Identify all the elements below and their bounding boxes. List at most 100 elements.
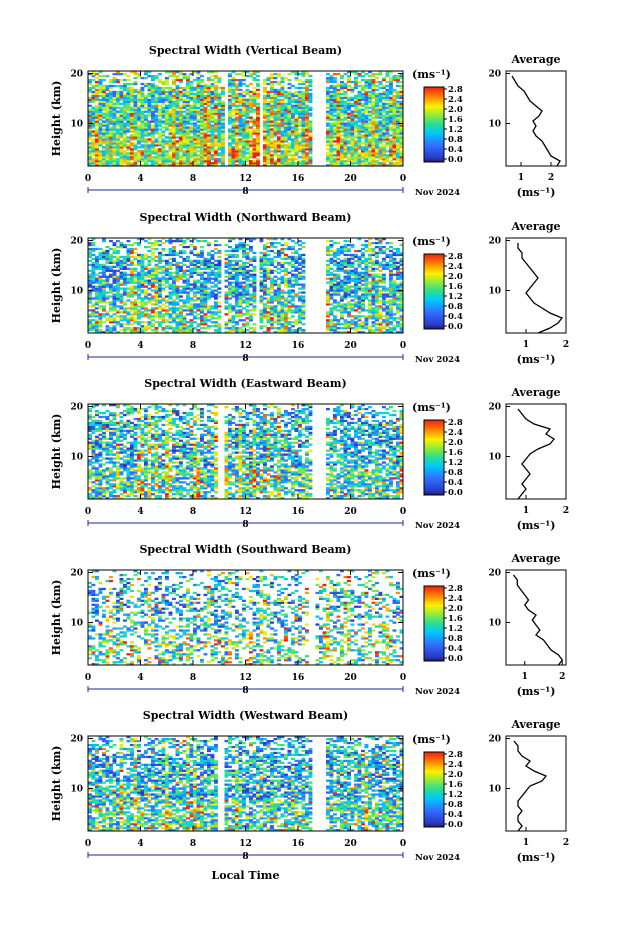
avg-y-tick-label: 20 [488,403,501,413]
x-tick-label: 20 [344,507,357,517]
x-tick-label: 0 [85,174,91,184]
colorbar-tick-label: 0.4 [448,644,463,654]
x-tick-label: 4 [137,507,143,517]
colorbar-tick-label: 1.2 [448,292,463,302]
avg-y-tick-label: 10 [488,453,501,463]
date-label: Nov 2024 [415,853,460,863]
colorbar-tick-label: 0.4 [448,145,463,155]
y-tick-label: 10 [70,453,83,463]
avg-y-tick-label: 10 [488,287,501,297]
x-tick-label: 0 [400,673,406,683]
colorbar-tick-label: 1.6 [448,448,463,458]
x-tick-label: 8 [190,507,196,517]
panel-title: Spectral Width (Southward Beam) [139,543,351,556]
heatmap-field [88,570,403,665]
colorbar-tick-label: 1.6 [448,282,463,292]
x-tick-label: 16 [292,507,305,517]
avg-x-tick-label: 2 [548,173,554,183]
y-tick-label: 10 [70,785,83,795]
colorbar-tick-label: 2.0 [448,438,463,448]
colorbar-tick-label: 1.2 [448,790,463,800]
date-label: Nov 2024 [415,687,460,697]
x-tick-label: 20 [344,839,357,849]
y-tick-label: 20 [70,735,83,745]
x-tick-label: 0 [400,174,406,184]
avg-x-label: (ms⁻¹) [517,519,556,532]
y-axis-label: Height (km) [50,414,63,490]
avg-y-tick-label: 10 [488,120,501,130]
y-axis-label: Height (km) [50,81,63,157]
x-tick-label: 4 [137,673,143,683]
avg-x-tick-label: 1 [523,506,529,516]
x-tick-label: 0 [400,507,406,517]
colorbar [423,86,445,163]
avg-y-tick-label: 10 [488,785,501,795]
y-axis-label: Height (km) [50,580,63,656]
colorbar-tick-label: 2.8 [448,750,463,760]
colorbar-unit: (ms⁻¹) [412,733,451,746]
heatmap-field [88,238,403,333]
colorbar-unit: (ms⁻¹) [412,68,451,81]
x-tick-label: 0 [85,839,91,849]
colorbar-unit: (ms⁻¹) [412,401,451,414]
y-tick-label: 20 [70,70,83,80]
x-tick-label: 0 [400,341,406,351]
y-axis-label: Height (km) [50,746,63,822]
x-tick-label: 12 [239,507,252,517]
colorbar-tick-label: 0.4 [448,810,463,820]
colorbar-tick-label: 1.6 [448,115,463,125]
x-tick-label: 20 [344,174,357,184]
heatmap-field [88,736,403,831]
x-tick-label: 0 [400,839,406,849]
y-tick-label: 20 [70,237,83,247]
colorbar-tick-label: 0.4 [448,478,463,488]
date-label: Nov 2024 [415,355,460,365]
colorbar-tick-label: 0.0 [448,654,463,664]
colorbar [423,751,445,828]
colorbar-frame [423,419,445,496]
x-tick-label: 4 [137,341,143,351]
average-frame [505,403,567,500]
colorbar-tick-label: 2.4 [448,262,463,272]
day-label: 8 [242,354,248,364]
colorbar [423,585,445,662]
colorbar-tick-label: 2.0 [448,105,463,115]
avg-x-tick-label: 1 [523,340,529,350]
x-tick-label: 16 [292,839,305,849]
heatmap-field [88,71,403,166]
avg-x-tick-label: 2 [563,506,569,516]
colorbar-tick-label: 2.4 [448,760,463,770]
average-profile-line [517,243,564,334]
heatmap-field [88,404,403,499]
panel-title: Spectral Width (Eastward Beam) [144,377,346,390]
avg-x-tick-label: 1 [522,672,528,682]
x-tick-label: 20 [344,341,357,351]
avg-x-tick-label: 2 [563,340,569,350]
x-tick-label: 16 [292,174,305,184]
avg-x-label: (ms⁻¹) [517,685,556,698]
day-label: 8 [242,520,248,530]
colorbar-tick-label: 2.4 [448,428,463,438]
x-tick-label: 0 [85,673,91,683]
panel-title: Spectral Width (Westward Beam) [143,709,348,722]
colorbar-tick-label: 0.4 [448,312,463,322]
day-label: 8 [242,852,248,862]
average-title: Average [510,552,560,565]
panel-title: Spectral Width (Northward Beam) [140,211,352,224]
colorbar-tick-label: 2.8 [448,85,463,95]
colorbar-tick-label: 2.0 [448,604,463,614]
date-label: Nov 2024 [415,521,460,531]
x-tick-label: 8 [190,174,196,184]
x-tick-label: 4 [137,174,143,184]
x-tick-label: 0 [85,507,91,517]
x-tick-label: 8 [190,673,196,683]
colorbar-tick-label: 0.0 [448,488,463,498]
